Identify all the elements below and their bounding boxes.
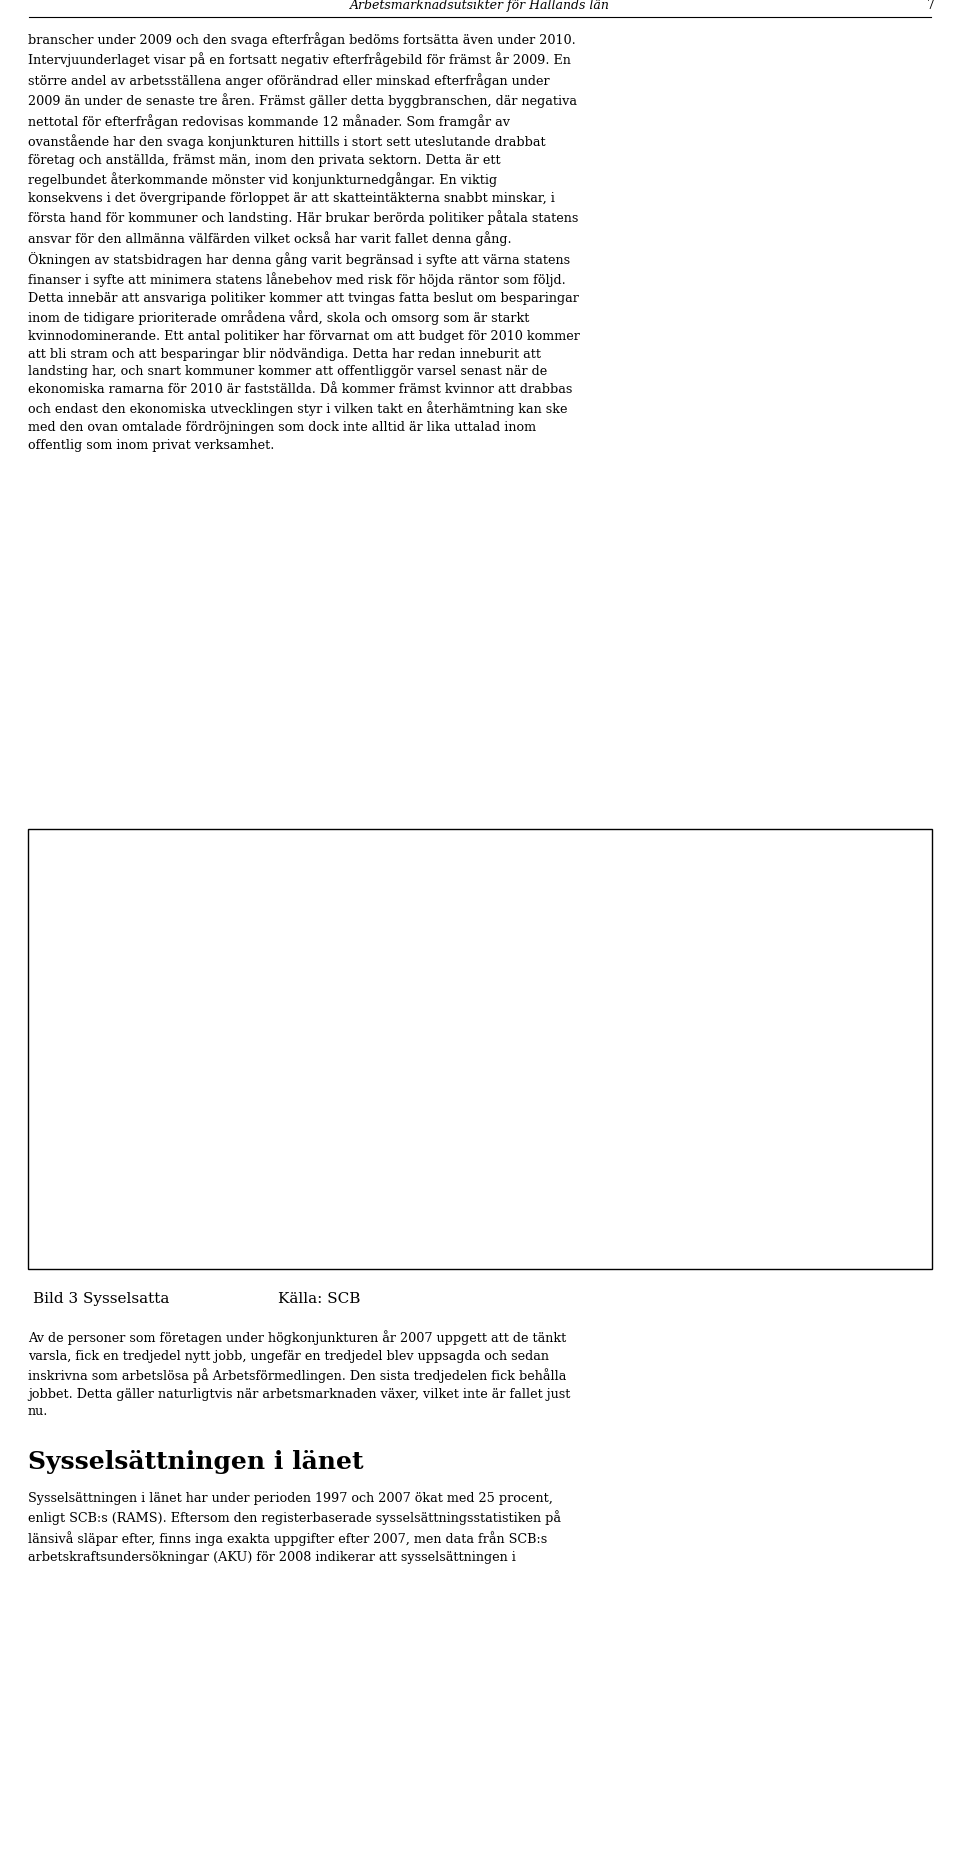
Bar	[669, 1022, 695, 1855]
Bar	[349, 1128, 374, 1855]
Text: Sysselsättningen i länet: Sysselsättningen i länet	[28, 1449, 364, 1473]
Bar	[221, 1043, 247, 1855]
Bar	[477, 1109, 503, 1855]
Text: Av de personer som företagen under högkonjunkturen år 2007 uppgett att de tänkt
: Av de personer som företagen under högko…	[28, 1330, 570, 1417]
Bar	[253, 1033, 278, 1855]
Bar	[317, 1145, 343, 1855]
Text: Antalet sysselsatta i Hallands län samt prognos för 2009 och 2010: Antalet sysselsatta i Hallands län samt …	[219, 835, 741, 850]
Bar	[765, 968, 791, 1855]
Text: Källa: SCB: Källa: SCB	[278, 1291, 360, 1306]
Bar	[445, 1126, 470, 1855]
Bar	[637, 1052, 662, 1855]
Bar	[125, 1091, 151, 1855]
Text: 7: 7	[927, 0, 935, 11]
Bar	[797, 981, 823, 1855]
Bar	[701, 1017, 727, 1855]
Bar	[189, 1055, 215, 1855]
Bar	[829, 1007, 854, 1855]
Text: Bild 3 Sysselsatta: Bild 3 Sysselsatta	[33, 1291, 169, 1306]
Bar	[893, 1017, 919, 1855]
Bar	[733, 991, 758, 1855]
Bar	[413, 1122, 439, 1855]
Bar	[541, 1078, 566, 1855]
Text: Sysselsättningen i länet har under perioden 1997 och 2007 ökat med 25 procent,
e: Sysselsättningen i länet har under perio…	[28, 1491, 561, 1562]
Bar	[93, 1106, 119, 1855]
Bar	[381, 1119, 407, 1855]
Bar	[605, 1052, 631, 1855]
Bar	[157, 1078, 182, 1855]
Bar	[861, 1017, 887, 1855]
Bar	[509, 1104, 535, 1855]
Text: Arbetsmarknadsutsikter för Hallands län: Arbetsmarknadsutsikter för Hallands län	[350, 0, 610, 11]
Bar	[573, 1068, 599, 1855]
Text: branscher under 2009 och den svaga efterfrågan bedöms fortsätta även under 2010.: branscher under 2009 och den svaga efter…	[28, 32, 580, 451]
Text: Prognos: Prognos	[865, 905, 922, 918]
Bar	[285, 1104, 311, 1855]
